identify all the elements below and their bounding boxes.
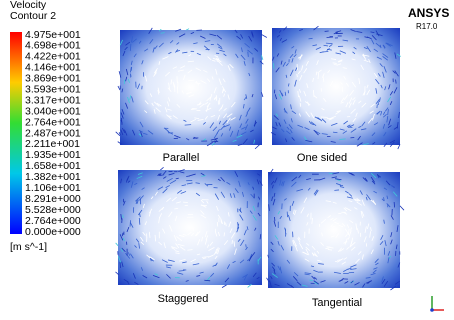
flow-vector <box>211 141 218 142</box>
flow-panel: Parallel <box>116 28 267 164</box>
panel-caption: Staggered <box>158 293 209 305</box>
screenshot: Velocity Contour 2 ANSYS R17.0 ParallelO… <box>0 0 454 320</box>
flow-field <box>268 172 400 288</box>
legend-label: 0.000e+000 <box>25 226 81 238</box>
panel-caption: Parallel <box>163 152 200 164</box>
flow-vector <box>120 262 121 268</box>
flow-vector <box>130 44 131 51</box>
panels: Parallel One sided Staggered Tangential <box>115 26 404 309</box>
flow-vector <box>255 144 260 149</box>
flow-vector <box>185 125 191 126</box>
panel-caption: One sided <box>297 152 347 164</box>
flow-vector <box>118 86 120 90</box>
legend-unit: [m s^-1] <box>10 241 47 253</box>
subtitle: Contour 2 <box>10 10 56 22</box>
flow-vector <box>204 280 210 281</box>
flow-vector <box>326 43 333 44</box>
flow-vector <box>400 206 404 210</box>
flow-vector <box>327 37 333 38</box>
color-bar <box>10 32 22 234</box>
flow-panel: One sided <box>271 26 401 164</box>
panel-caption: Tangential <box>312 297 362 309</box>
version: R17.0 <box>416 22 438 31</box>
flow-vector <box>309 38 313 39</box>
flow-panel: Tangential <box>267 169 404 309</box>
flow-vector <box>246 244 247 247</box>
flow-vector <box>186 29 189 30</box>
flow-field <box>118 170 262 285</box>
flow-vector <box>222 285 227 288</box>
flow-vector <box>396 80 397 84</box>
flow-vector <box>297 74 298 77</box>
flow-vector <box>116 243 118 246</box>
flow-vector <box>130 220 131 226</box>
flow-vector <box>232 240 233 244</box>
axis-triad <box>430 296 444 312</box>
flow-vector <box>261 34 267 37</box>
flow-panel: Staggered <box>115 167 262 305</box>
flow-vector <box>160 167 163 170</box>
logo: ANSYS <box>408 6 449 20</box>
flow-field <box>120 30 262 145</box>
